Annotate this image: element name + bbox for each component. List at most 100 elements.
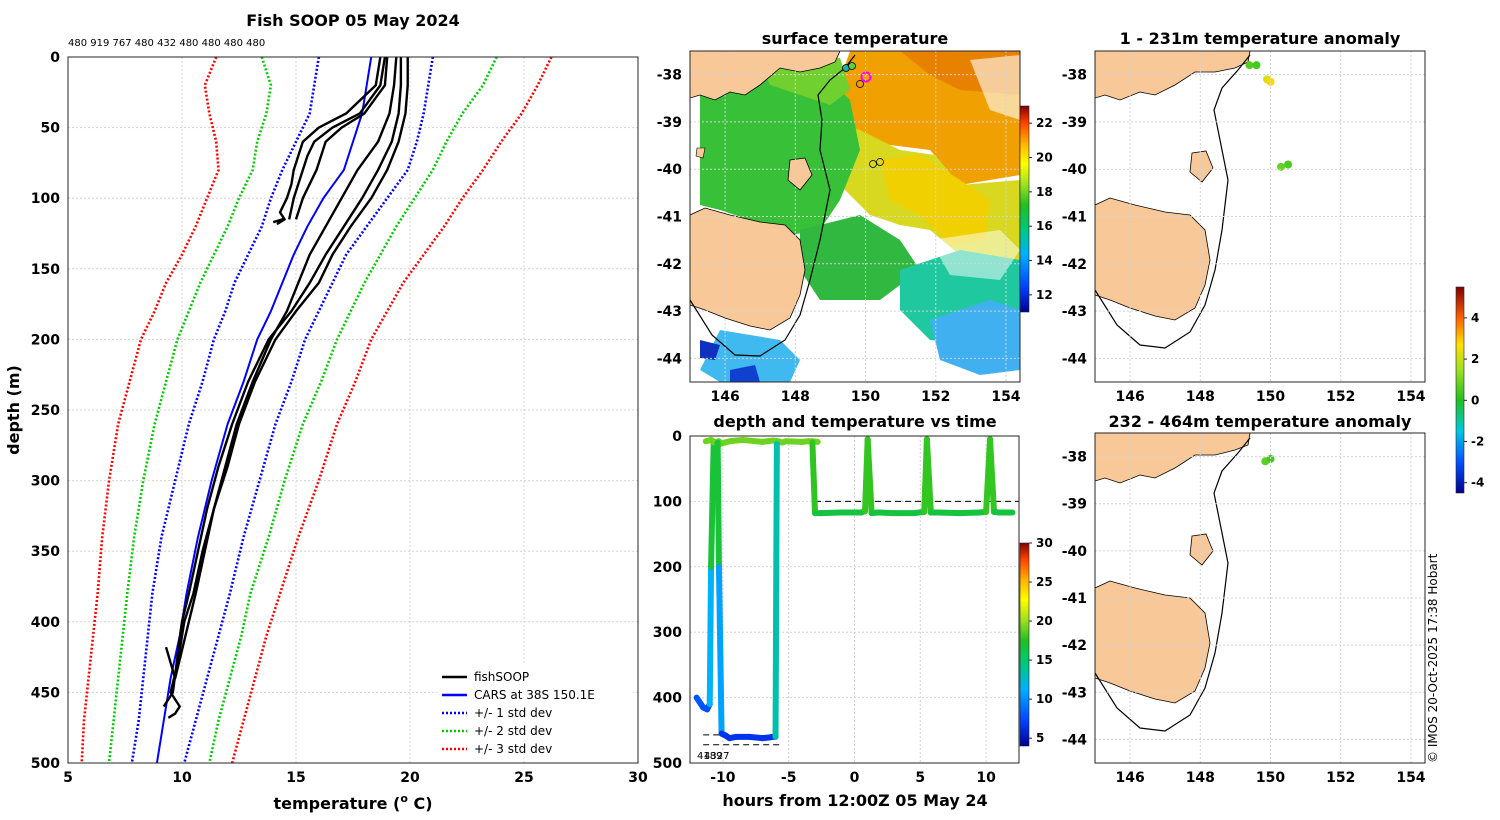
sst-ytick: -39 xyxy=(657,115,682,131)
sst-xtick: 154 xyxy=(991,389,1020,405)
profile-axes-frame xyxy=(67,56,639,764)
timeseries-cb-tick: 10 xyxy=(1036,692,1053,706)
profile-ytick: 50 xyxy=(41,121,61,137)
anom-shallow-ytick: -42 xyxy=(1062,257,1087,273)
sst-cb-tick: 14 xyxy=(1036,254,1053,268)
profile-xtick: 5 xyxy=(63,770,73,786)
sst-cb-tick: 18 xyxy=(1036,185,1053,199)
anom-deep-ytick: -41 xyxy=(1062,591,1087,607)
timeseries-segment xyxy=(864,436,875,517)
sst-ytick: -44 xyxy=(657,351,683,367)
timeseries-axes-frame xyxy=(689,435,1020,764)
timeseries-cb-tick: 5 xyxy=(1036,731,1044,745)
sst-ytick: -38 xyxy=(657,68,682,84)
timeseries-segment xyxy=(706,563,715,708)
sst-map-field xyxy=(690,51,1020,382)
anom-shallow-point xyxy=(1266,77,1275,86)
anom-deep-isobath xyxy=(1095,437,1251,732)
anom-shallow-ytick: -43 xyxy=(1062,304,1087,320)
profile-series-line xyxy=(162,57,403,708)
sst-marker xyxy=(869,160,877,168)
profile-series-line xyxy=(183,57,435,763)
sst-cb-tick: 16 xyxy=(1036,219,1053,233)
anom-shallow-ytick: -38 xyxy=(1062,68,1087,84)
timeseries-segment xyxy=(714,439,722,570)
legend-label: +/- 1 std dev xyxy=(474,706,552,720)
timeseries-ytick: 0 xyxy=(672,429,682,445)
anomaly-colorbar xyxy=(1455,286,1465,494)
timeseries-ytick: 500 xyxy=(653,756,682,772)
sst-ytick: -42 xyxy=(657,257,682,273)
timeseries-segment xyxy=(923,436,934,516)
anom-deep-ytick: -40 xyxy=(1062,544,1088,560)
anom-shallow-xtick: 150 xyxy=(1256,389,1285,405)
anom-deep-xtick: 152 xyxy=(1326,770,1355,786)
profile-subtitle: 480 919 767 480 432 480 480 480 480 xyxy=(68,38,265,49)
timeseries-xtick: 0 xyxy=(850,770,860,786)
legend-label: fishSOOP xyxy=(474,670,529,684)
profile-ytick: 100 xyxy=(31,191,60,207)
timeseries-segment xyxy=(739,436,766,445)
timeseries-xlabel: hours from 12:00Z 05 May 24 xyxy=(722,791,987,810)
timeseries-ytick: 300 xyxy=(653,625,682,641)
sst-cb-tick: 22 xyxy=(1036,116,1053,130)
profile-ytick: 500 xyxy=(31,756,60,772)
sst-xtick: 152 xyxy=(921,389,950,405)
anomaly-cb-tick: -4 xyxy=(1471,476,1484,490)
sst-xtick: 148 xyxy=(781,389,810,405)
profile-xlabel: temperature (o C) xyxy=(273,792,432,813)
timeseries-segment xyxy=(809,439,819,517)
anom-deep-panel: 232 - 464m temperature anomaly 146 148 150… xyxy=(1062,412,1426,786)
anom-deep-ytick: -38 xyxy=(1062,450,1087,466)
timeseries-xtick: 5 xyxy=(915,770,925,786)
timeseries-segment xyxy=(715,563,725,737)
anom-deep-ytick: -44 xyxy=(1062,732,1088,748)
profile-xtick: 25 xyxy=(514,770,533,786)
profile-ytick: 400 xyxy=(31,615,60,631)
timeseries-cb-tick: 15 xyxy=(1036,653,1053,667)
anom-shallow-axes-frame xyxy=(1094,50,1426,383)
sst-xtick: 146 xyxy=(710,389,739,405)
timeseries-segment xyxy=(987,436,997,515)
timeseries-xtick: -5 xyxy=(781,770,797,786)
anom-deep-land-tasmania xyxy=(1095,580,1211,704)
anomaly-cb-tick: 0 xyxy=(1471,393,1479,407)
profile-ytick: 0 xyxy=(50,50,60,66)
profile-xtick: 15 xyxy=(286,770,305,786)
profile-xtick: 20 xyxy=(400,770,420,786)
sst-panel: surface temperature xyxy=(657,29,1053,405)
timeseries-cb-tick: 30 xyxy=(1036,536,1053,550)
sst-marker xyxy=(876,158,884,166)
timeseries-xtick: -10 xyxy=(710,770,736,786)
timeseries-title: depth and temperature vs time xyxy=(713,412,996,431)
profile-ytick: 350 xyxy=(31,544,60,560)
profile-ytick: 250 xyxy=(31,403,60,419)
timeseries-ytick: 100 xyxy=(653,494,682,510)
anom-shallow-point xyxy=(1252,61,1261,70)
anom-shallow-xtick: 148 xyxy=(1186,389,1215,405)
profile-xtick: 30 xyxy=(628,770,648,786)
sst-cb-tick: 20 xyxy=(1036,151,1053,165)
legend-label: CARS at 38S 150.1E xyxy=(474,688,595,702)
profile-series-line xyxy=(80,57,220,763)
anom-deep-land-victoria xyxy=(1095,433,1251,484)
sst-land-victoria xyxy=(690,51,841,101)
profile-series-line xyxy=(130,57,321,763)
sst-xtick: 150 xyxy=(851,389,880,405)
profile-series-line xyxy=(272,57,382,225)
sst-title: surface temperature xyxy=(762,29,949,48)
anom-deep-title: 232 - 464m temperature anomaly xyxy=(1109,412,1412,431)
timeseries-label: 4189 xyxy=(697,751,722,762)
sst-marker xyxy=(856,80,864,88)
anom-shallow-ytick: -41 xyxy=(1062,210,1087,226)
timeseries-segment xyxy=(818,509,845,517)
legend-label: +/- 3 std dev xyxy=(474,742,552,756)
anom-shallow-xtick: 152 xyxy=(1326,389,1355,405)
credit-text: © IMOS 20-Oct-2025 17:38 Hobart xyxy=(1426,553,1440,763)
profile-series-line xyxy=(230,57,553,763)
anom-shallow-isobath xyxy=(1095,54,1251,349)
anom-deep-xtick: 154 xyxy=(1396,770,1425,786)
profile-ylabel: depth (m) xyxy=(4,365,23,455)
profile-ytick: 450 xyxy=(31,685,60,701)
profile-panel: Fish SOOP 05 May 2024 480 919 767 480 43… xyxy=(4,11,648,813)
